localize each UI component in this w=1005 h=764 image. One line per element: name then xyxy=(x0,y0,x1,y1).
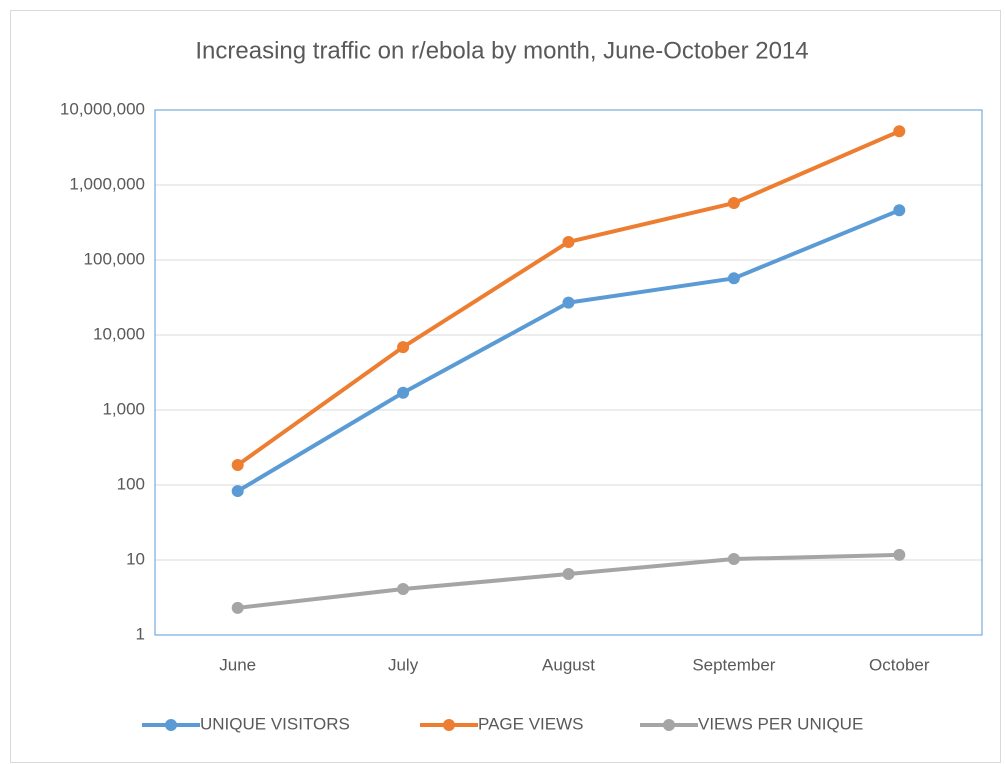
y-tick-label: 10 xyxy=(126,549,145,568)
data-point xyxy=(562,296,575,309)
x-tick-label: September xyxy=(692,655,775,674)
data-point xyxy=(231,601,244,614)
legend-marker xyxy=(663,719,675,731)
x-tick-label: October xyxy=(869,655,930,674)
x-tick-label: August xyxy=(542,655,595,674)
legend-label: VIEWS PER UNIQUE xyxy=(698,714,863,733)
y-tick-label: 100 xyxy=(117,474,145,493)
data-point xyxy=(397,386,410,399)
data-point xyxy=(562,235,575,248)
data-point xyxy=(231,485,244,498)
y-tick-label: 1 xyxy=(136,624,145,643)
data-point xyxy=(727,197,740,210)
y-tick-label: 1,000,000 xyxy=(69,174,145,193)
legend-marker xyxy=(443,719,455,731)
legend-label: UNIQUE VISITORS xyxy=(200,714,350,733)
chart-border xyxy=(10,10,1001,763)
data-point xyxy=(397,341,410,354)
data-point xyxy=(562,568,575,581)
x-tick-label: June xyxy=(219,655,256,674)
data-point xyxy=(231,458,244,471)
data-point xyxy=(893,125,906,138)
y-tick-label: 100,000 xyxy=(84,249,145,268)
data-point xyxy=(893,204,906,217)
data-point xyxy=(727,553,740,566)
y-tick-label: 1,000 xyxy=(102,399,145,418)
data-point xyxy=(397,583,410,596)
y-tick-label: 10,000 xyxy=(93,324,145,343)
legend-label: PAGE VIEWS xyxy=(478,714,584,733)
plot-border xyxy=(154,109,983,636)
data-point xyxy=(727,272,740,285)
legend-marker xyxy=(165,719,177,731)
y-tick-label: 10,000,000 xyxy=(60,99,145,118)
chart-title: Increasing traffic on r/ebola by month, … xyxy=(195,37,808,64)
x-tick-label: July xyxy=(388,655,419,674)
data-point xyxy=(893,548,906,561)
